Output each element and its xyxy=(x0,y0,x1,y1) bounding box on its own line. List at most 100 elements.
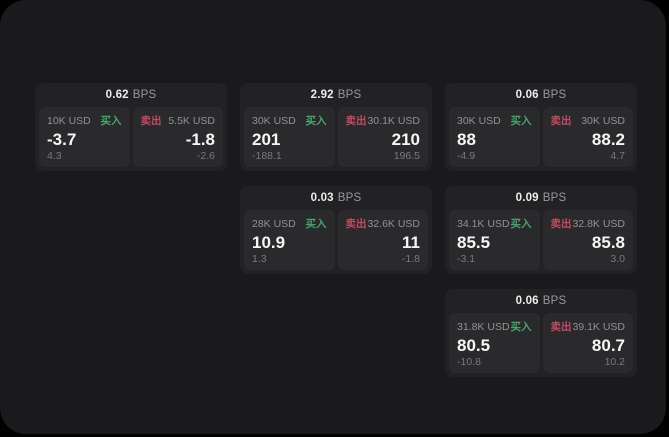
card-header-bps: 0.03 BPS xyxy=(240,186,432,210)
card-header-bps: 0.06 BPS xyxy=(445,289,637,313)
buy-amount: 10K USD xyxy=(47,114,91,127)
bps-unit-label: BPS xyxy=(542,192,567,204)
sell-amount: 39.1K USD xyxy=(572,320,625,333)
sell-amount: 32.6K USD xyxy=(367,217,420,230)
card-body: 28K USD 买入 10.9 1.3 卖出 32.6K USD 11 -1.8 xyxy=(240,210,432,274)
sell-tile[interactable]: 卖出 30K USD 88.2 4.7 xyxy=(542,107,633,167)
sell-delta: 4.7 xyxy=(610,150,625,162)
card-body: 30K USD 买入 88 -4.9 卖出 30K USD 88.2 4.7 xyxy=(445,107,637,171)
sell-tag: 卖出 xyxy=(345,218,367,230)
card-body: 34.1K USD 买入 85.5 -3.1 卖出 32.8K USD 85.8… xyxy=(445,210,637,274)
sell-delta: -2.6 xyxy=(196,150,215,162)
buy-delta: -3.1 xyxy=(457,253,476,265)
sell-delta: -1.8 xyxy=(401,253,420,265)
card-body: 31.8K USD 买入 80.5 -10.8 卖出 39.1K USD 80.… xyxy=(445,313,637,377)
sell-tag: 卖出 xyxy=(140,115,162,127)
sell-amount: 32.8K USD xyxy=(572,217,625,230)
sell-amount: 30K USD xyxy=(581,114,625,127)
bps-value: 2.92 xyxy=(310,89,334,101)
buy-tile[interactable]: 34.1K USD 买入 85.5 -3.1 xyxy=(449,210,540,270)
buy-tile-top: 10K USD 买入 xyxy=(47,113,122,128)
sell-price: 210 xyxy=(391,129,420,149)
sell-delta: 3.0 xyxy=(610,253,625,265)
buy-tag: 买入 xyxy=(305,115,327,127)
quote-card: 0.62 BPS 10K USD 买入 -3.7 4.3 卖出 5.5K USD xyxy=(35,83,227,171)
buy-amount: 30K USD xyxy=(252,114,296,127)
buy-price: 80.5 xyxy=(457,335,491,355)
sell-tile-top: 卖出 39.1K USD xyxy=(551,319,626,334)
sell-tile-top: 卖出 32.6K USD xyxy=(346,216,421,231)
sell-price: 88.2 xyxy=(591,129,625,149)
quote-card: 0.06 BPS 31.8K USD 买入 80.5 -10.8 卖出 39.1… xyxy=(445,289,637,377)
buy-tile[interactable]: 28K USD 买入 10.9 1.3 xyxy=(244,210,335,270)
bps-unit-label: BPS xyxy=(542,295,567,307)
buy-amount: 31.8K USD xyxy=(457,320,510,333)
buy-amount: 28K USD xyxy=(252,217,296,230)
sell-tile[interactable]: 卖出 30.1K USD 210 196.5 xyxy=(337,107,428,167)
sell-tag: 卖出 xyxy=(550,321,572,333)
sell-tag: 卖出 xyxy=(550,115,572,127)
card-header-bps: 0.09 BPS xyxy=(445,186,637,210)
buy-tag: 买入 xyxy=(100,115,122,127)
sell-tile-top: 卖出 30.1K USD xyxy=(346,113,421,128)
buy-tile[interactable]: 30K USD 买入 88 -4.9 xyxy=(449,107,540,167)
bps-unit-label: BPS xyxy=(337,89,362,101)
sell-tile-top: 卖出 32.8K USD xyxy=(551,216,626,231)
bps-value: 0.06 xyxy=(515,295,539,307)
sell-tile[interactable]: 卖出 5.5K USD -1.8 -2.6 xyxy=(132,107,223,167)
buy-tile-top: 28K USD 买入 xyxy=(252,216,327,231)
buy-tile[interactable]: 10K USD 买入 -3.7 4.3 xyxy=(39,107,130,167)
buy-delta: -10.8 xyxy=(457,356,481,368)
buy-tag: 买入 xyxy=(305,218,327,230)
buy-delta: 1.3 xyxy=(252,253,267,265)
bps-value: 0.03 xyxy=(310,192,334,204)
buy-delta: -188.1 xyxy=(252,150,282,162)
buy-delta: -4.9 xyxy=(457,150,476,162)
buy-price: 85.5 xyxy=(457,232,491,252)
buy-tile-top: 30K USD 买入 xyxy=(457,113,532,128)
sell-price: 11 xyxy=(402,232,420,252)
bps-value: 0.62 xyxy=(105,89,129,101)
sell-tag: 卖出 xyxy=(550,218,572,230)
sell-tile[interactable]: 卖出 32.8K USD 85.8 3.0 xyxy=(542,210,633,270)
buy-tag: 买入 xyxy=(510,321,532,333)
bps-unit-label: BPS xyxy=(337,192,362,204)
buy-price: 201 xyxy=(252,129,281,149)
buy-tile-top: 34.1K USD 买入 xyxy=(457,216,532,231)
quote-card: 0.06 BPS 30K USD 买入 88 -4.9 卖出 30K USD xyxy=(445,83,637,171)
sell-tile[interactable]: 卖出 32.6K USD 11 -1.8 xyxy=(337,210,428,270)
card-body: 30K USD 买入 201 -188.1 卖出 30.1K USD 210 1… xyxy=(240,107,432,171)
sell-price: 80.7 xyxy=(591,335,625,355)
buy-delta: 4.3 xyxy=(47,150,62,162)
sell-delta: 10.2 xyxy=(604,356,625,368)
sell-tile-top: 卖出 5.5K USD xyxy=(141,113,216,128)
buy-price: -3.7 xyxy=(47,129,77,149)
sell-delta: 196.5 xyxy=(393,150,420,162)
card-header-bps: 2.92 BPS xyxy=(240,83,432,107)
sell-amount: 5.5K USD xyxy=(168,114,215,127)
card-body: 10K USD 买入 -3.7 4.3 卖出 5.5K USD -1.8 -2.… xyxy=(35,107,227,171)
quote-card: 0.03 BPS 28K USD 买入 10.9 1.3 卖出 32.6K US… xyxy=(240,186,432,274)
card-header-bps: 0.06 BPS xyxy=(445,83,637,107)
sell-amount: 30.1K USD xyxy=(367,114,420,127)
buy-tile[interactable]: 31.8K USD 买入 80.5 -10.8 xyxy=(449,313,540,373)
buy-tile[interactable]: 30K USD 买入 201 -188.1 xyxy=(244,107,335,167)
buy-price: 88 xyxy=(457,129,476,149)
sell-price: 85.8 xyxy=(591,232,625,252)
buy-tile-top: 30K USD 买入 xyxy=(252,113,327,128)
buy-tile-top: 31.8K USD 买入 xyxy=(457,319,532,334)
bps-unit-label: BPS xyxy=(132,89,157,101)
bps-value: 0.06 xyxy=(515,89,539,101)
sell-tile[interactable]: 卖出 39.1K USD 80.7 10.2 xyxy=(542,313,633,373)
sell-tile-top: 卖出 30K USD xyxy=(551,113,626,128)
sell-tag: 卖出 xyxy=(345,115,367,127)
bps-unit-label: BPS xyxy=(542,89,567,101)
buy-tag: 买入 xyxy=(510,115,532,127)
sell-price: -1.8 xyxy=(185,129,215,149)
buy-tag: 买入 xyxy=(510,218,532,230)
card-header-bps: 0.62 BPS xyxy=(35,83,227,107)
buy-price: 10.9 xyxy=(252,232,286,252)
buy-amount: 30K USD xyxy=(457,114,501,127)
